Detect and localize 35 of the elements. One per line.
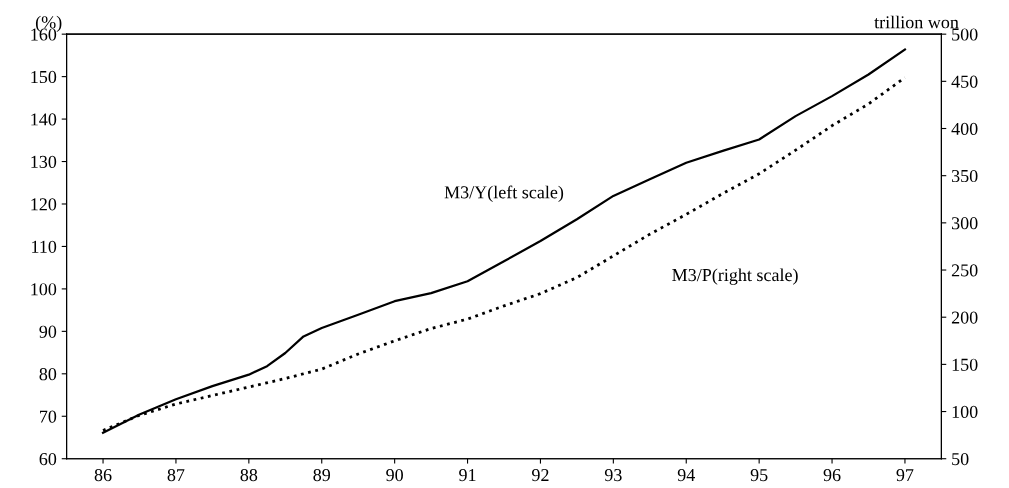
y2-tick-label: 50 — [952, 452, 969, 466]
y-tick-label: 60 — [39, 452, 57, 466]
x-tick-label: 89 — [313, 468, 331, 482]
series-label: M3/Y(left scale) — [444, 185, 564, 203]
y-tick-label: 130 — [31, 155, 57, 168]
y2-tick-label: 350 — [951, 169, 978, 183]
y-tick-label: 140 — [31, 113, 57, 126]
y-tick-label: 90 — [39, 325, 57, 338]
y2-tick-label: 450 — [951, 75, 978, 88]
y-tick-label: 80 — [39, 368, 57, 381]
x-tick-label: 97 — [896, 469, 914, 482]
y2-tick-label: 400 — [951, 122, 978, 135]
y-tick-label: 150 — [31, 70, 57, 84]
x-tick-label: 91 — [459, 469, 476, 482]
y2-tick-label: 150 — [952, 358, 978, 371]
y2-axis-title: trillion won — [874, 15, 959, 29]
x-tick-label: 93 — [604, 469, 622, 482]
x-tick-label: 88 — [240, 468, 258, 482]
y-tick-label: 120 — [31, 198, 57, 211]
y2-tick-label: 200 — [951, 311, 978, 324]
x-tick-label: 95 — [750, 469, 768, 482]
y-tick-label: 110 — [32, 240, 57, 253]
y-tick-label: 70 — [40, 410, 57, 423]
x-tick-label: 86 — [94, 468, 112, 482]
x-tick-label: 90 — [386, 468, 403, 482]
x-tick-label: 94 — [677, 469, 695, 482]
x-tick-label: 87 — [167, 468, 185, 482]
y2-tick-label: 100 — [952, 405, 978, 418]
y2-tick-label: 250 — [951, 264, 978, 277]
y-tick-label: 100 — [31, 283, 57, 296]
text: M3/P(right scale) — [672, 268, 798, 285]
y2-tick-label: 300 — [951, 217, 978, 230]
y2-tick-label: 500 — [952, 28, 978, 41]
x-tick-label: 96 — [823, 469, 841, 482]
x-tick-label: 92 — [532, 469, 549, 482]
